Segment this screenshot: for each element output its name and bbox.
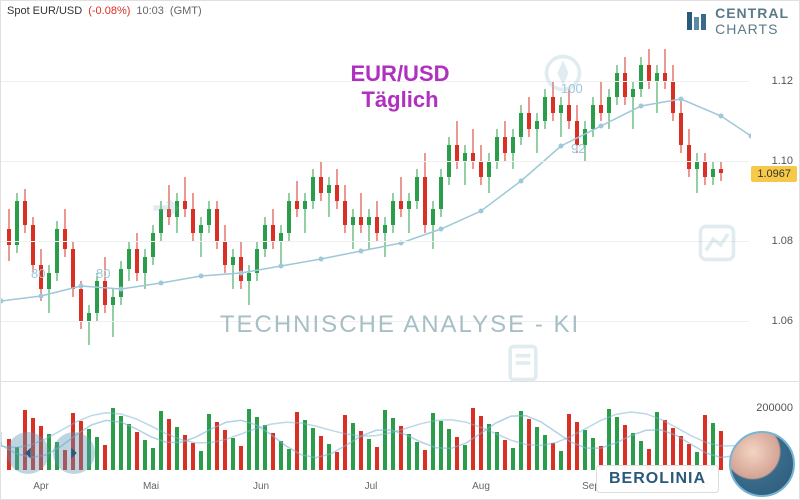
price-tick: 1.10 [772,155,793,167]
arrow-watermark-icon [146,186,190,235]
volume-tick: 200000 [756,402,793,414]
chart-header: Spot EUR/USD (-0.08%) 10:03 (GMT) [1,1,799,21]
price-axis: 1.06 1.08 1.10 1.12 1.0967 [749,21,799,381]
price-tick: 1.12 [772,75,793,87]
logo-line1: CENTRAL [715,5,789,21]
ma-value-label: 80 [31,266,45,281]
month-tick: Apr [33,481,49,492]
current-price-marker: 1.0967 [751,166,797,182]
nav-next-button[interactable] [53,432,95,474]
month-tick: Jun [253,481,269,492]
nav-controls [7,432,95,474]
price-tick: 1.06 [772,315,793,327]
ma-value-label: 100 [561,81,583,96]
ma-value-label: 80 [96,266,110,281]
time-label: 10:03 [136,5,164,17]
month-tick: Jul [365,481,378,492]
tz-label: (GMT) [170,5,202,17]
nav-prev-button[interactable] [7,432,49,474]
price-tick: 1.08 [772,235,793,247]
pct-change: (-0.08%) [88,5,130,17]
month-tick: Aug [472,481,490,492]
avatar-icon[interactable] [729,431,795,497]
chart-watermark-icon [695,221,739,270]
ma-value-label: 92 [571,141,585,156]
price-chart[interactable] [1,21,799,381]
month-tick: Mai [143,481,159,492]
provider-badge: BEROLINIA [596,465,719,493]
symbol-label: Spot EUR/USD [7,5,82,17]
volume-chart[interactable]: 200000 [1,381,799,471]
